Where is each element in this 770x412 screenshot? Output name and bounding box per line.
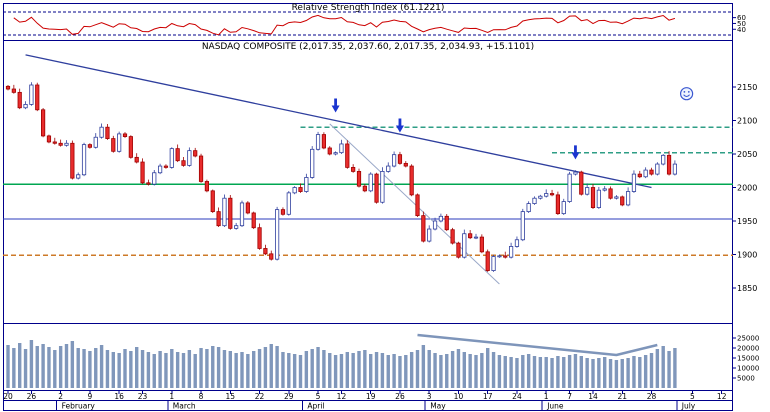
svg-text:29: 29 (284, 392, 294, 401)
svg-text:June: June (546, 402, 564, 411)
panel-borders (3, 3, 733, 411)
svg-text:12: 12 (717, 392, 727, 401)
svg-text:5: 5 (690, 392, 695, 401)
svg-text:21: 21 (617, 392, 627, 401)
x-axis: 20 26 2 9 16 23 1 8 15 22 29 5 12 19 26 3 10 17 24 1 7 14 21 28… (3, 390, 727, 411)
svg-text:12: 12 (337, 392, 347, 401)
svg-text:8: 8 (199, 392, 204, 401)
svg-text:7: 7 (567, 392, 572, 401)
svg-text:2000: 2000 (737, 184, 757, 193)
svg-text:16: 16 (114, 392, 124, 401)
candlesticks (5, 82, 678, 272)
svg-text:1900: 1900 (737, 251, 757, 260)
trendline-2[interactable] (329, 123, 500, 285)
trendline-1[interactable] (25, 54, 652, 189)
svg-text:20000: 20000 (737, 345, 759, 353)
volume-trendline[interactable] (417, 333, 658, 357)
svg-text:15000: 15000 (737, 355, 759, 363)
svg-text:May: May (430, 402, 446, 411)
volume-bars (6, 340, 677, 388)
svg-text:24: 24 (512, 392, 522, 401)
down-arrow-icon (331, 98, 340, 113)
svg-text:2: 2 (58, 392, 63, 401)
svg-text:9: 9 (88, 392, 93, 401)
svg-text:14: 14 (588, 392, 598, 401)
down-arrow-icon (571, 145, 580, 160)
price-axis: 2150 2100 2050 2000 1950 1900 1850 (733, 83, 757, 293)
svg-text:1950: 1950 (737, 217, 757, 226)
svg-text:26: 26 (395, 392, 405, 401)
svg-text:July: July (681, 402, 696, 411)
svg-text:2050: 2050 (737, 150, 757, 159)
svg-text:40: 40 (737, 26, 746, 34)
svg-text:17: 17 (483, 392, 493, 401)
svg-text:23: 23 (138, 392, 148, 401)
svg-text:3: 3 (427, 392, 432, 401)
svg-text:5000: 5000 (737, 375, 755, 383)
svg-text:15: 15 (226, 392, 236, 401)
horizontal-level-lines[interactable] (3, 126, 733, 256)
rsi-line (13, 14, 676, 36)
svg-text:28: 28 (647, 392, 657, 401)
smiley-annotation[interactable] (679, 87, 694, 101)
svg-text:50: 50 (737, 20, 746, 28)
svg-text:5: 5 (316, 392, 321, 401)
svg-text:2150: 2150 (737, 83, 757, 92)
svg-text:25000: 25000 (737, 335, 759, 343)
svg-text:19: 19 (366, 392, 376, 401)
svg-text:60: 60 (737, 14, 746, 22)
svg-text:20: 20 (3, 392, 13, 401)
svg-text:1: 1 (169, 392, 174, 401)
svg-text:1: 1 (544, 392, 549, 401)
down-arrow-icon (395, 118, 404, 133)
svg-text:26: 26 (27, 392, 37, 401)
svg-text:22: 22 (255, 392, 265, 401)
svg-text:10: 10 (454, 392, 464, 401)
svg-text:April: April (307, 402, 324, 411)
svg-text:10000: 10000 (737, 365, 759, 373)
svg-text:1850: 1850 (737, 284, 757, 293)
volume-axis: 25000 20000 15000 10000 5000 (733, 335, 759, 383)
svg-text:2100: 2100 (737, 117, 757, 126)
down-arrow-annotations[interactable] (331, 98, 580, 160)
svg-text:March: March (173, 402, 196, 411)
svg-text:February: February (62, 402, 96, 411)
